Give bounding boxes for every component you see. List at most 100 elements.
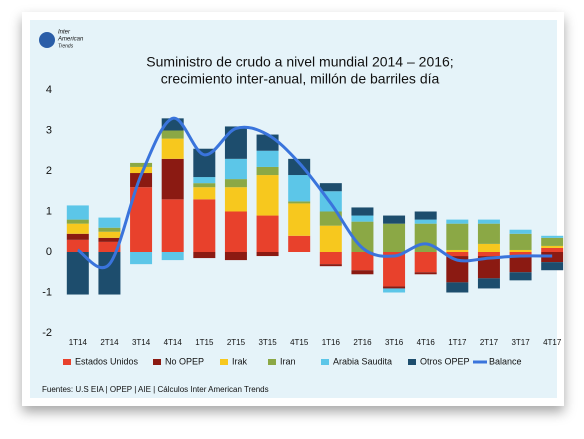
x-tick-label: 4T14	[164, 338, 183, 347]
bar-segment	[224, 187, 247, 212]
legend-label: Arabia Saudita	[333, 356, 392, 366]
bar-segment	[161, 138, 184, 159]
legend-swatch	[321, 359, 329, 365]
legend-swatch	[63, 359, 71, 365]
bar-segment	[224, 211, 247, 252]
bar-segment	[541, 262, 564, 271]
bar-segment	[288, 175, 311, 202]
bar-segment	[98, 217, 121, 228]
bar-segment	[319, 252, 342, 265]
bar-segment	[193, 187, 216, 200]
bar-segment	[130, 166, 153, 174]
bar-segment	[224, 158, 247, 180]
bar-segment	[541, 237, 564, 246]
legend-label: Balance	[489, 356, 522, 366]
bar-segment	[383, 252, 406, 287]
y-tick-label: -2	[42, 327, 52, 339]
x-tick-label: 4T17	[543, 338, 562, 347]
bar-segment	[446, 252, 469, 257]
bar-segment	[193, 199, 216, 252]
bar-segment	[319, 211, 342, 226]
bar-segment	[477, 243, 500, 252]
legend-label: No OPEP	[165, 356, 204, 366]
bar-segment	[161, 130, 184, 139]
bar-segment	[446, 249, 469, 252]
bar-segment	[98, 252, 121, 295]
x-tick-label: 2T17	[480, 338, 499, 347]
bar-segment	[477, 252, 500, 257]
bar-segment	[446, 219, 469, 224]
bar-segment	[509, 249, 532, 252]
bar-segment	[351, 215, 374, 222]
bar-segment	[288, 235, 311, 252]
bar-segment	[256, 252, 279, 257]
y-tick-label: 3	[46, 124, 52, 136]
bar-segment	[541, 245, 564, 248]
legend-label: Otros OPEP	[420, 356, 470, 366]
chart-title: Suministro de crudo a nivel mundial 2014…	[146, 54, 453, 70]
logo-text: Inter	[58, 30, 71, 36]
bar-segment	[509, 272, 532, 281]
legend-label: Irak	[232, 356, 248, 366]
bar-segment	[383, 223, 406, 252]
bar-segment	[66, 205, 89, 220]
bar-segment	[224, 179, 247, 188]
bar-segment	[509, 252, 532, 257]
bar-segment	[98, 231, 121, 238]
x-tick-label: 3T15	[258, 338, 277, 347]
bar-segment	[383, 286, 406, 289]
logo-icon	[39, 32, 55, 48]
bar-segment	[477, 256, 500, 279]
bar-segment	[66, 239, 89, 252]
x-tick-label: 1T17	[448, 338, 467, 347]
bar-segment	[256, 150, 279, 167]
y-tick-label: 1	[46, 205, 52, 217]
bar-segment	[224, 252, 247, 261]
bar-segment	[383, 288, 406, 293]
bar-segment	[98, 241, 121, 252]
bar-segment	[224, 126, 247, 159]
bar-segment	[98, 237, 121, 242]
bar-segment	[414, 252, 437, 273]
bar-segment	[193, 252, 216, 259]
bar-segment	[130, 162, 153, 167]
bar-segment	[446, 282, 469, 293]
bar-segment	[130, 187, 153, 252]
bar-segment	[193, 177, 216, 184]
legend-swatch	[153, 359, 161, 365]
bar-segment	[414, 272, 437, 275]
bar-segment	[477, 219, 500, 224]
y-tick-label: 0	[46, 246, 52, 258]
bar-segment	[509, 229, 532, 234]
x-tick-label: 1T16	[322, 338, 341, 347]
bar-segment	[130, 252, 153, 265]
logo-text: American	[57, 37, 84, 43]
bar-segment	[288, 201, 311, 204]
x-tick-label: 4T15	[290, 338, 309, 347]
bar-segment	[256, 166, 279, 176]
bar-segment	[509, 256, 532, 273]
bar-segment	[351, 252, 374, 271]
bar-segment	[66, 219, 89, 224]
bar-segment	[288, 203, 311, 236]
x-tick-label: 4T16	[417, 338, 436, 347]
bar-segment	[351, 207, 374, 216]
legend-swatch	[220, 359, 228, 365]
bar-segment	[477, 278, 500, 289]
y-tick-label: 4	[46, 84, 52, 96]
bar-segment	[256, 134, 279, 151]
legend-swatch	[408, 359, 416, 365]
x-tick-label: 3T14	[132, 338, 151, 347]
bar-segment	[509, 233, 532, 250]
legend-label: Estados Unidos	[75, 356, 139, 366]
bar-segment	[414, 219, 437, 224]
bar-segment	[256, 215, 279, 252]
bar-segment	[414, 211, 437, 220]
x-tick-label: 2T16	[353, 338, 372, 347]
x-tick-label: 1T14	[69, 338, 88, 347]
bar-segment	[383, 215, 406, 224]
bar-segment	[541, 235, 564, 238]
bar-segment	[319, 225, 342, 252]
bar-segment	[477, 223, 500, 244]
